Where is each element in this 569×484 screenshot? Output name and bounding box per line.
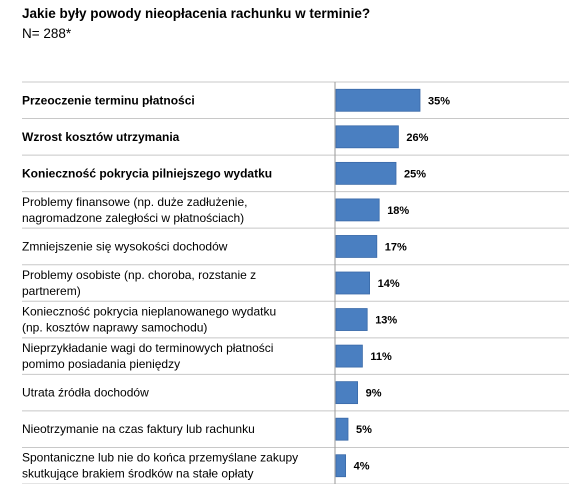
category-label: skutkujące brakiem środków na stałe opła… — [22, 467, 253, 481]
chart-title: Jakie były powody nieopłacenia rachunku … — [22, 6, 371, 21]
bar — [335, 161, 397, 185]
category-label: Nieotrzymanie na czas faktury lub rachun… — [22, 422, 255, 436]
category-label: Zmniejszenie się wysokości dochodów — [22, 239, 228, 253]
bar — [335, 271, 370, 295]
category-label: partnerem) — [22, 284, 81, 298]
category-label: Wzrost kosztów utrzymania — [22, 130, 180, 144]
category-label: Nieprzykładanie wagi do terminowych płat… — [22, 341, 273, 355]
data-label: 4% — [354, 461, 370, 473]
category-label: Przeoczenie terminu płatności — [22, 93, 195, 107]
bar — [335, 308, 368, 331]
category-label: nagromadzone zaległości w płatnościach) — [22, 211, 244, 225]
bar — [335, 344, 363, 368]
category-label: Konieczność pokrycia nieplanowanego wyda… — [22, 305, 276, 319]
data-label: 13% — [375, 315, 397, 327]
bar — [335, 198, 380, 222]
data-label: 9% — [366, 388, 382, 400]
bar — [335, 417, 349, 441]
bar — [335, 454, 347, 478]
category-label: Problemy finansowe (np. duże zadłużenie, — [22, 195, 247, 209]
chart-subtitle: N= 288* — [22, 26, 72, 41]
category-label: Utrata źródła dochodów — [22, 386, 149, 400]
data-label: 17% — [385, 241, 407, 253]
bar — [335, 235, 378, 258]
data-label: 35% — [428, 95, 450, 107]
category-label: pomimo posiadania pieniędzy — [22, 357, 180, 371]
data-label: 11% — [370, 351, 392, 363]
data-label: 14% — [378, 278, 400, 290]
data-label: 18% — [387, 205, 409, 217]
category-label: Problemy osobiste (np. choroba, rozstani… — [22, 268, 256, 282]
bar — [335, 125, 399, 149]
bar — [335, 88, 421, 112]
data-label: 5% — [356, 424, 372, 436]
category-label: Konieczność pokrycia pilniejszego wydatk… — [22, 166, 272, 180]
data-label: 26% — [406, 132, 428, 144]
category-label: (np. kosztów naprawy samochodu) — [22, 321, 207, 335]
category-label: Spontaniczne lub nie do końca przemyślan… — [22, 451, 298, 465]
data-label: 25% — [404, 168, 426, 180]
bar — [335, 381, 359, 405]
